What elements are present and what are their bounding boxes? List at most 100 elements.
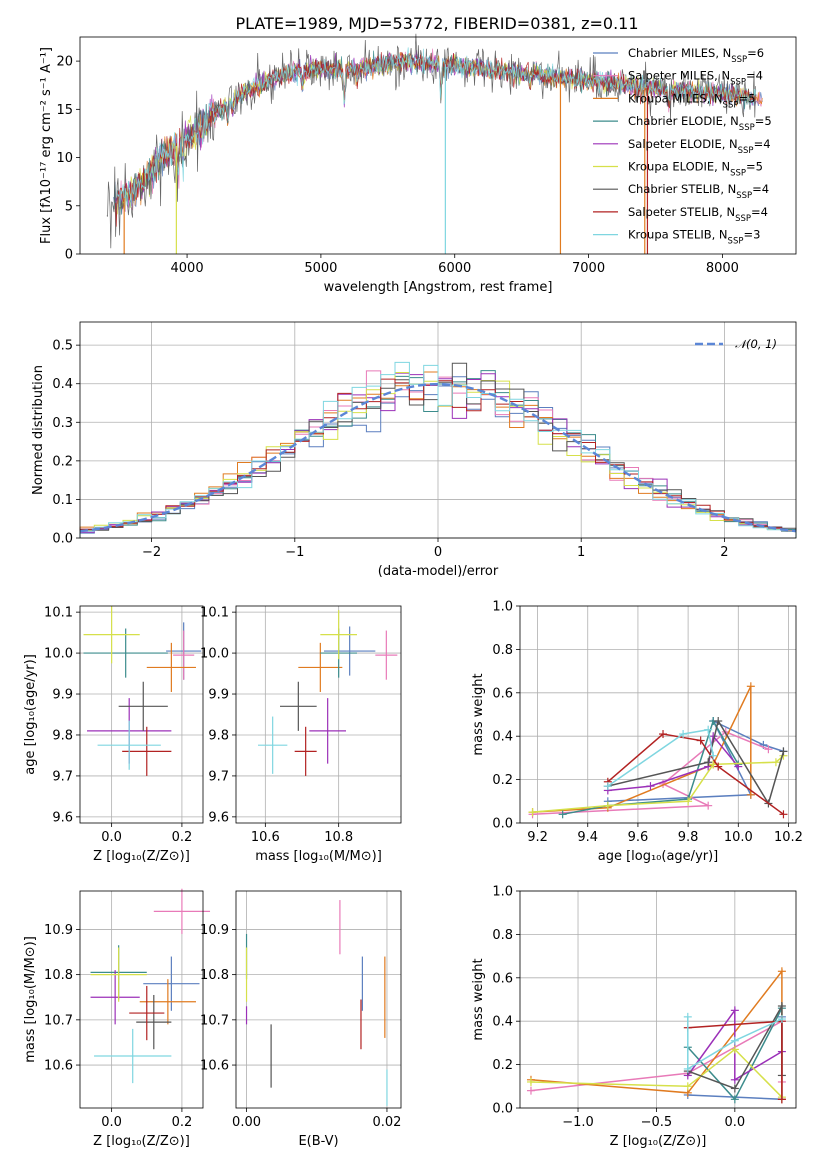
y-tick-label: 20: [56, 55, 73, 70]
x-tick-label: 10.0: [724, 830, 753, 845]
x-tick-label: 8000: [706, 261, 739, 276]
histogram-step: [79, 361, 797, 538]
y-axis-label: mass weight: [471, 673, 486, 755]
x-tick-label: 9.8: [678, 830, 699, 845]
x-axis-label: Z [log₁₀(Z/Z⊙)]: [93, 849, 190, 864]
x-tick-label: −1.0: [562, 1115, 594, 1130]
y-tick-label: 9.8: [208, 728, 229, 743]
y-tick-label: 9.6: [208, 810, 229, 825]
x-tick-label: 0.2: [172, 1115, 193, 1130]
axes-frame: [235, 605, 402, 824]
y-tick-label: 0.4: [492, 730, 513, 745]
y-tick-label: 0.6: [492, 971, 513, 986]
x-tick-label: 0.00: [232, 1115, 261, 1130]
axes-frame: [519, 605, 797, 824]
x-axis-label: (data-model)/error: [378, 564, 499, 579]
x-tick-label: 0: [434, 545, 442, 560]
y-tick-label: 9.7: [208, 769, 229, 784]
y-tick-label: 10: [56, 151, 73, 166]
y-tick-label: 0.2: [52, 454, 73, 469]
legend-entry: Salpeter ELODIE, NSSP=4: [628, 137, 771, 156]
axes-frame: [519, 890, 797, 1109]
massweight-vs-Z-panel: −1.0 −0.5 0.0 0.0 0.2 0.4 0.6 0.8 1.0 Z [log₁₀(Z/…: [471, 885, 797, 1149]
weight-series-line: [687, 1008, 783, 1082]
y-axis-label: Normed distribution: [31, 365, 46, 495]
y-tick-label: 10.1: [44, 606, 73, 621]
x-tick-label: 10.2: [774, 830, 803, 845]
x-tick-label: 9.6: [628, 830, 649, 845]
y-tick-label: 10.0: [44, 647, 73, 662]
axes-frame: [79, 36, 797, 255]
y-tick-label: 9.9: [208, 688, 229, 703]
x-axis-label: Z [log₁₀(Z/Z⊙)]: [610, 1134, 707, 1149]
weight-series-line: [687, 1016, 783, 1071]
x-axis-label: Z [log₁₀(Z/Z⊙)]: [93, 1134, 190, 1149]
spectrum-legend: Chabrier MILES, NSSP=6 Salpeter MILES, NS…: [593, 46, 772, 247]
y-tick-label: 0.4: [492, 1015, 513, 1030]
y-tick-label: 0.6: [492, 686, 513, 701]
x-axis-label: mass [log₁₀(M/M⊙)]: [255, 849, 382, 864]
x-tick-label: 0.02: [372, 1115, 401, 1130]
y-axis-label: mass weight: [471, 958, 486, 1040]
legend-entry: Chabrier STELIB, NSSP=4: [628, 182, 769, 201]
x-axis-label: wavelength [Angstrom, rest frame]: [324, 280, 553, 295]
y-axis-label: age [log₁₀(age/yr)]: [23, 654, 38, 775]
legend-entry: Salpeter MILES, NSSP=4: [628, 69, 763, 88]
y-tick-label: 0.5: [52, 339, 73, 354]
x-tick-label: 0.0: [101, 1115, 122, 1130]
y-tick-label: 0.4: [52, 377, 73, 392]
y-tick-label: 0.0: [492, 817, 513, 832]
y-tick-label: 10.6: [44, 1059, 73, 1074]
legend-entry: Salpeter STELIB, NSSP=4: [628, 205, 768, 224]
y-tick-label: 9.6: [52, 810, 73, 825]
y-tick-label: 0.2: [492, 1058, 513, 1073]
mass-vs-ebv-panel: 0.00 0.02 10.6 10.7 10.8 10.9 E(B-V): [200, 890, 402, 1149]
y-tick-label: 0: [65, 248, 73, 263]
x-tick-label: 1: [577, 545, 585, 560]
x-tick-label: 0.2: [172, 830, 193, 845]
x-tick-label: 6000: [438, 261, 471, 276]
y-axis-label: mass [log₁₀(M/M⊙)]: [23, 936, 38, 1063]
legend-entry: Chabrier ELODIE, NSSP=5: [628, 114, 772, 133]
gaussian-legend-label: 𝒩(0, 1): [735, 337, 777, 351]
axes-frame: [79, 890, 204, 1109]
y-tick-label: 15: [56, 103, 73, 118]
x-axis-label: E(B-V): [298, 1134, 338, 1149]
x-tick-label: −1: [285, 545, 304, 560]
x-tick-label: 4000: [171, 261, 204, 276]
y-tick-label: 9.9: [52, 688, 73, 703]
y-tick-label: 0.1: [52, 493, 73, 508]
y-tick-label: 9.7: [52, 769, 73, 784]
x-tick-label: 9.2: [527, 830, 548, 845]
y-tick-label: 1.0: [492, 600, 513, 615]
age-vs-Z-panel: 0.0 0.2 9.6 9.7 9.8 9.9 10.0 10.1 Z [log₁₀(Z/Z⊙)…: [23, 605, 204, 864]
y-tick-label: 0.2: [492, 773, 513, 788]
x-axis-label: age [log₁₀(age/yr)]: [598, 849, 719, 864]
y-tick-label: 0.0: [492, 1102, 513, 1117]
weight-series-line: [532, 685, 752, 813]
y-tick-label: 0.8: [492, 643, 513, 658]
axes-frame: [79, 321, 797, 539]
y-tick-label: 10.7: [200, 1013, 229, 1028]
y-tick-label: 10.9: [44, 923, 73, 938]
y-tick-label: 5: [65, 199, 73, 214]
spectrum-series-line: [115, 51, 756, 227]
y-tick-label: 0.3: [52, 416, 73, 431]
x-tick-label: 5000: [304, 261, 337, 276]
axes-frame: [235, 890, 402, 1109]
y-tick-label: 10.9: [200, 923, 229, 938]
x-tick-label: 0.0: [101, 830, 122, 845]
massweight-vs-age-panel: 9.2 9.4 9.6 9.8 10.0 10.2 0.0 0.2 0.4 0.6 0.8 1.0 ag…: [471, 600, 803, 865]
x-tick-label: 9.4: [577, 830, 598, 845]
spectrum-series-line: [117, 47, 757, 208]
y-tick-label: 10.8: [200, 968, 229, 983]
y-tick-label: 10.8: [44, 968, 73, 983]
x-tick-label: 10.8: [324, 830, 353, 845]
y-tick-label: 9.8: [52, 728, 73, 743]
legend-entry: Kroupa STELIB, NSSP=3: [628, 228, 760, 247]
legend-entry: Chabrier MILES, NSSP=6: [628, 46, 764, 65]
spectrum-panel: 4000 5000 6000 7000 8000 0 5 10 15 20 wavelength […: [39, 33, 797, 295]
weight-series-line: [532, 755, 784, 813]
figure-title: PLATE=1989, MJD=53772, FIBERID=0381, z=0…: [235, 14, 638, 33]
